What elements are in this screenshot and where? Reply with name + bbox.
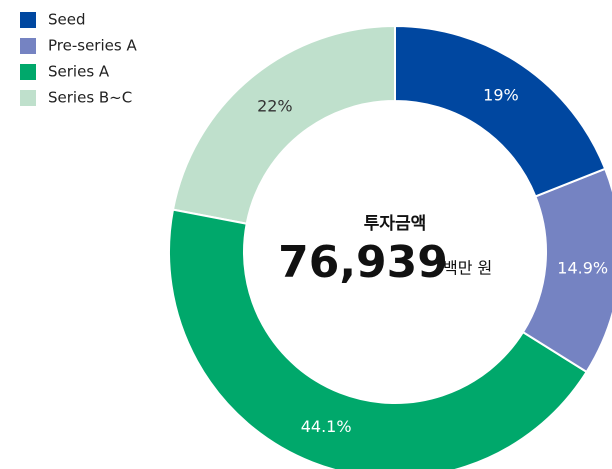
legend-label: Series B~C	[48, 89, 132, 107]
legend-swatch	[20, 38, 36, 54]
center-unit: 백만 원	[443, 259, 492, 278]
center-value: 76,939	[278, 237, 448, 288]
legend-swatch	[20, 64, 36, 80]
slice	[168, 208, 588, 469]
legend-swatch	[20, 12, 36, 28]
legend-label: Series A	[48, 63, 110, 81]
slice-label: 14.9%	[557, 259, 608, 278]
slice	[171, 24, 396, 225]
slice-label: 19%	[483, 86, 519, 105]
legend-label: Seed	[48, 11, 86, 29]
slice-label: 44.1%	[301, 417, 352, 436]
slice	[521, 167, 612, 374]
center-title: 투자금액	[364, 214, 427, 234]
slice	[394, 24, 607, 198]
legend-swatch	[20, 90, 36, 106]
legend-label: Pre-series A	[48, 37, 137, 55]
slice-label: 22%	[257, 96, 293, 115]
